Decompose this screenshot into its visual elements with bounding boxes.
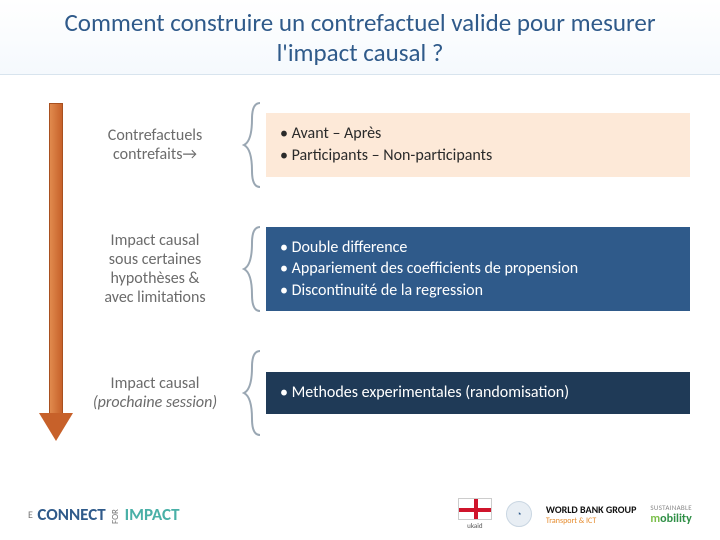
row-contrefactuels: Contrefactuels contrefaits→ Avant – Aprè… [70,99,690,191]
bullet: Methodes experimentales (randomisation) [280,382,676,404]
progress-arrow [45,103,67,443]
logo-for: FOR [110,509,121,524]
label-line: avec limitations [104,288,205,307]
label-contrefactuels: Contrefactuels contrefaits→ [70,99,240,191]
brace-icon [242,99,264,191]
footer-bar: E CONNECT FOR IMPACT ukaid ◔ WORLD BANK … [0,498,720,530]
box-blue: Double difference Appariement des coeffi… [266,227,690,312]
content-col: Avant – Après Participants – Non-partici… [266,99,690,191]
brace [240,347,266,439]
row-impact-hypotheses: Impact causal sous certaines hypothèses … [70,223,690,315]
partner-badge-icon: ◔ [506,501,532,527]
logo-impact: IMPACT [125,504,180,525]
bullet: Discontinuité de la regression [280,280,676,302]
worldbank-logo: WORLD BANK GROUP Transport & ICT [546,503,637,526]
mobility-logo: SUSTAINABLE mobility [650,503,692,526]
brace-icon [242,223,264,315]
bullet: Avant – Après [280,123,676,145]
box-navy: Methodes experimentales (randomisation) [266,372,690,414]
label-impact-experimental: Impact causal (prochaine session) [70,347,240,439]
label-line: sous certaines [109,250,201,269]
label-line: Impact causal [111,231,200,250]
bullet: Participants – Non-participants [280,145,676,167]
bullet: Double difference [280,237,676,259]
box-orange: Avant – Après Participants – Non-partici… [266,113,690,176]
connect-impact-logo: E CONNECT FOR IMPACT [28,504,180,525]
logo-connect: CONNECT [37,504,105,525]
brace-icon [242,347,264,439]
diagram-area: Contrefactuels contrefaits→ Avant – Aprè… [0,75,720,439]
title-bar: Comment construire un contrefactuel vali… [0,0,720,75]
label-impact-hypotheses: Impact causal sous certaines hypothèses … [70,223,240,315]
brace [240,99,266,191]
ukaid-logo: ukaid [458,498,492,530]
page-title: Comment construire un contrefactuel vali… [30,8,690,68]
row-impact-experimental: Impact causal (prochaine session) Method… [70,347,690,439]
sponsor-logos: ukaid ◔ WORLD BANK GROUP Transport & ICT… [458,498,692,530]
label-line-italic: (prochaine session) [93,393,217,412]
label-line: Impact causal [111,374,200,393]
bullet: Appariement des coefficients de propensi… [280,258,676,280]
content-col: Double difference Appariement des coeffi… [266,223,690,315]
logo-e: E [28,508,33,521]
label-line: contrefaits→ [113,145,197,164]
uk-flag-icon [458,498,492,520]
brace [240,223,266,315]
content-col: Methodes experimentales (randomisation) [266,347,690,439]
label-line: hypothèses & [111,269,200,288]
label-line: Contrefactuels [108,126,202,145]
